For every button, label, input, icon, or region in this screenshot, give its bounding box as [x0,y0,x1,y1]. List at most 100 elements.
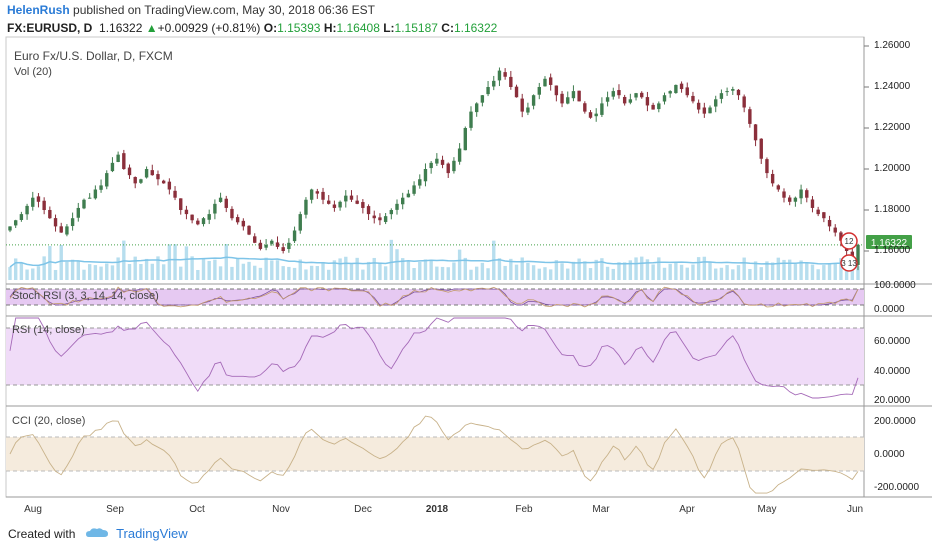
volume-bar [731,269,735,280]
volume-bar [247,261,251,280]
candle [395,203,399,210]
volume-bar [640,256,644,280]
candle [173,190,177,198]
event-badge-bottom [840,254,858,272]
volume-bar [742,257,746,280]
candle [810,199,815,208]
candle [452,160,456,172]
volume-bar [463,257,467,280]
volume-bar [82,269,86,280]
candle [184,209,189,215]
candle [674,84,678,94]
volume-bar [315,266,320,280]
volume-bar [827,263,832,280]
volume-bar [87,264,92,280]
candle [514,86,519,98]
cci-tick-label: -200.0000 [874,482,920,493]
volume-bar [8,267,12,280]
candle [8,226,12,231]
volume-bar [361,269,365,280]
candle [685,87,689,96]
candle [668,91,672,94]
volume-bar [571,261,576,280]
candle [127,167,132,176]
volume-bar [611,268,615,280]
volume-bar [622,262,627,280]
volume-label: Vol (20) [14,66,52,78]
candle [344,195,348,202]
candle [560,93,564,104]
time-label: Apr [679,504,695,515]
volume-bar [13,258,18,280]
candle [87,197,92,199]
cci-line [9,415,859,494]
candle [230,208,234,219]
stoch-band [6,289,864,305]
volume-bar [110,265,115,280]
price-tick-label: 1.18000 [874,204,911,215]
time-label: Oct [189,504,205,515]
volume-bar [241,263,246,280]
tradingview-link[interactable]: TradingView [116,526,188,541]
time-label: Aug [24,504,42,515]
volume-bar [309,265,314,280]
volume-bar [344,256,348,280]
symbol-line: FX:EURUSD, D 1.16322 ▲+0.00929 (+0.81%) … [7,21,497,35]
volume-bar [401,258,405,280]
candle [372,215,376,219]
candle [736,89,741,96]
candle [634,93,638,98]
volume-bar [736,265,741,280]
volume-bar [258,267,263,280]
candle [816,209,820,215]
volume-bar [31,268,35,280]
rsi-band [6,328,864,385]
candle [554,85,559,96]
volume-bar [708,261,712,280]
time-ticks: Aug Sep Oct Nov Dec 2018 Feb Mar Apr May… [24,504,863,515]
candle [497,70,502,81]
volume-bar [327,269,331,280]
candle [122,153,126,169]
candle [463,128,467,151]
volume-bar [577,258,581,280]
volume-bar [281,266,285,280]
candle [640,92,644,98]
volume-bar [161,264,166,280]
volume-bar [70,259,75,280]
author-link[interactable]: HelenRush [7,3,70,17]
frame [5,36,932,498]
volume-bar [810,264,815,280]
volume-bar [378,262,382,280]
time-label: Nov [272,504,290,515]
volume-bar [116,257,120,280]
volume-bar [406,261,411,280]
volume-bar [452,262,456,280]
volume-bar [839,258,843,280]
candle [401,197,405,205]
last-price-tag-text: 1.16322 [871,238,908,249]
volume-bar [440,266,445,280]
stoch-d-line [9,286,859,308]
candle [156,174,160,180]
price-tick-label: 1.26000 [874,40,911,51]
volume-bar [497,258,502,280]
volume-bar [679,264,684,280]
stoch-tick-label: 0.0000 [874,304,905,315]
volume-bar [725,265,729,280]
volume-bar [207,260,211,280]
time-label: Jun [847,504,863,515]
candle [526,107,530,113]
time-label: Mar [592,504,610,515]
time-label: May [758,504,777,515]
stoch-rsi-label: Stoch RSI (3, 3, 14, 14, close) [12,290,159,302]
volume-bar [594,259,598,280]
volume-bar [531,265,536,280]
price-tick-label: 1.24000 [874,81,911,92]
candle [19,214,24,220]
volume-bar [127,264,132,280]
candle [48,209,52,219]
volume-bar [42,256,46,280]
candles [8,67,860,271]
